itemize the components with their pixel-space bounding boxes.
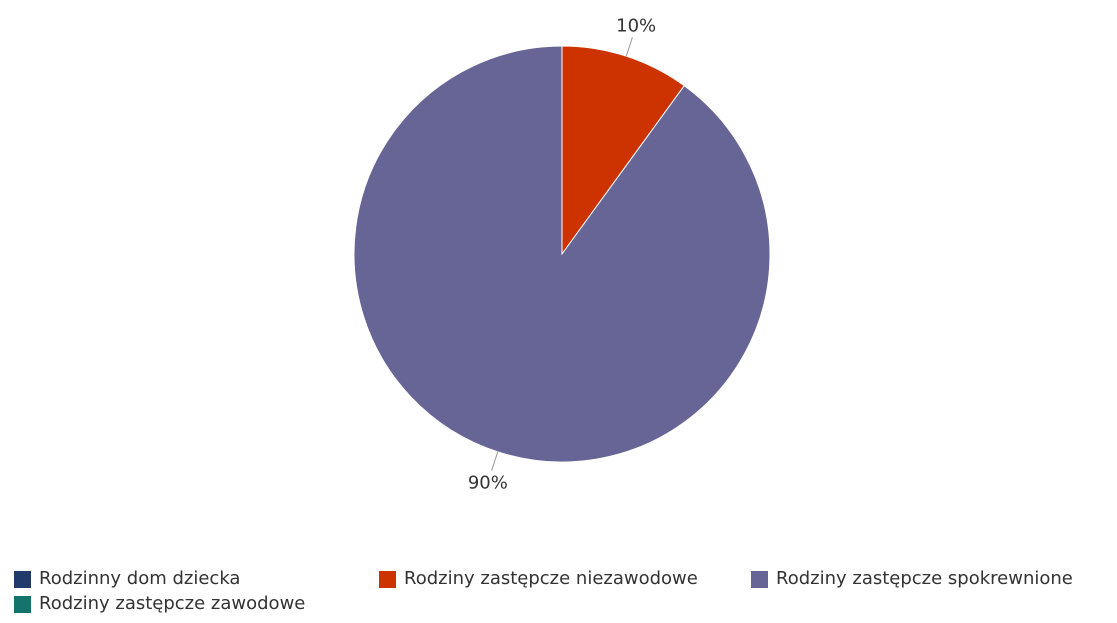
legend-label: Rodziny zastępcze spokrewnione [776,568,1073,589]
legend-swatch [14,595,31,613]
pie-value-label: 90% [468,472,508,493]
legend-label: Rodziny zastępcze niezawodowe [404,568,698,589]
legend-item-rodzinny-dom-dziecka[interactable]: Rodzinny dom dziecka [14,568,240,590]
legend-item-rodziny-zastepcze-spokrewnione[interactable]: Rodziny zastępcze spokrewnione [751,568,1073,590]
legend-label: Rodzinny dom dziecka [39,568,241,589]
pie-chart: 10% 90% [353,16,771,494]
pie-value-label: 10% [616,16,656,37]
legend-swatch [751,570,768,588]
pie-label-connector [491,451,499,471]
pie-labels: 10% 90% [468,16,656,494]
pie-slice-rodziny-zastepcze-niezawodowe[interactable] [561,45,685,256]
legend: Rodzinny dom dziecka Rodziny zastępcze n… [14,568,1114,623]
legend-item-rodziny-zastepcze-niezawodowe[interactable]: Rodziny zastępcze niezawodowe [379,568,698,590]
legend-label: Rodziny zastępcze zawodowe [39,593,306,614]
pie-label-connector [625,37,633,57]
legend-swatch [14,570,31,588]
pie-slices [353,45,771,463]
legend-item-rodziny-zastepcze-zawodowe[interactable]: Rodziny zastępcze zawodowe [14,593,305,615]
legend-swatch [379,570,396,588]
pie-slice-rodziny-zastepcze-spokrewnione[interactable] [353,45,771,463]
